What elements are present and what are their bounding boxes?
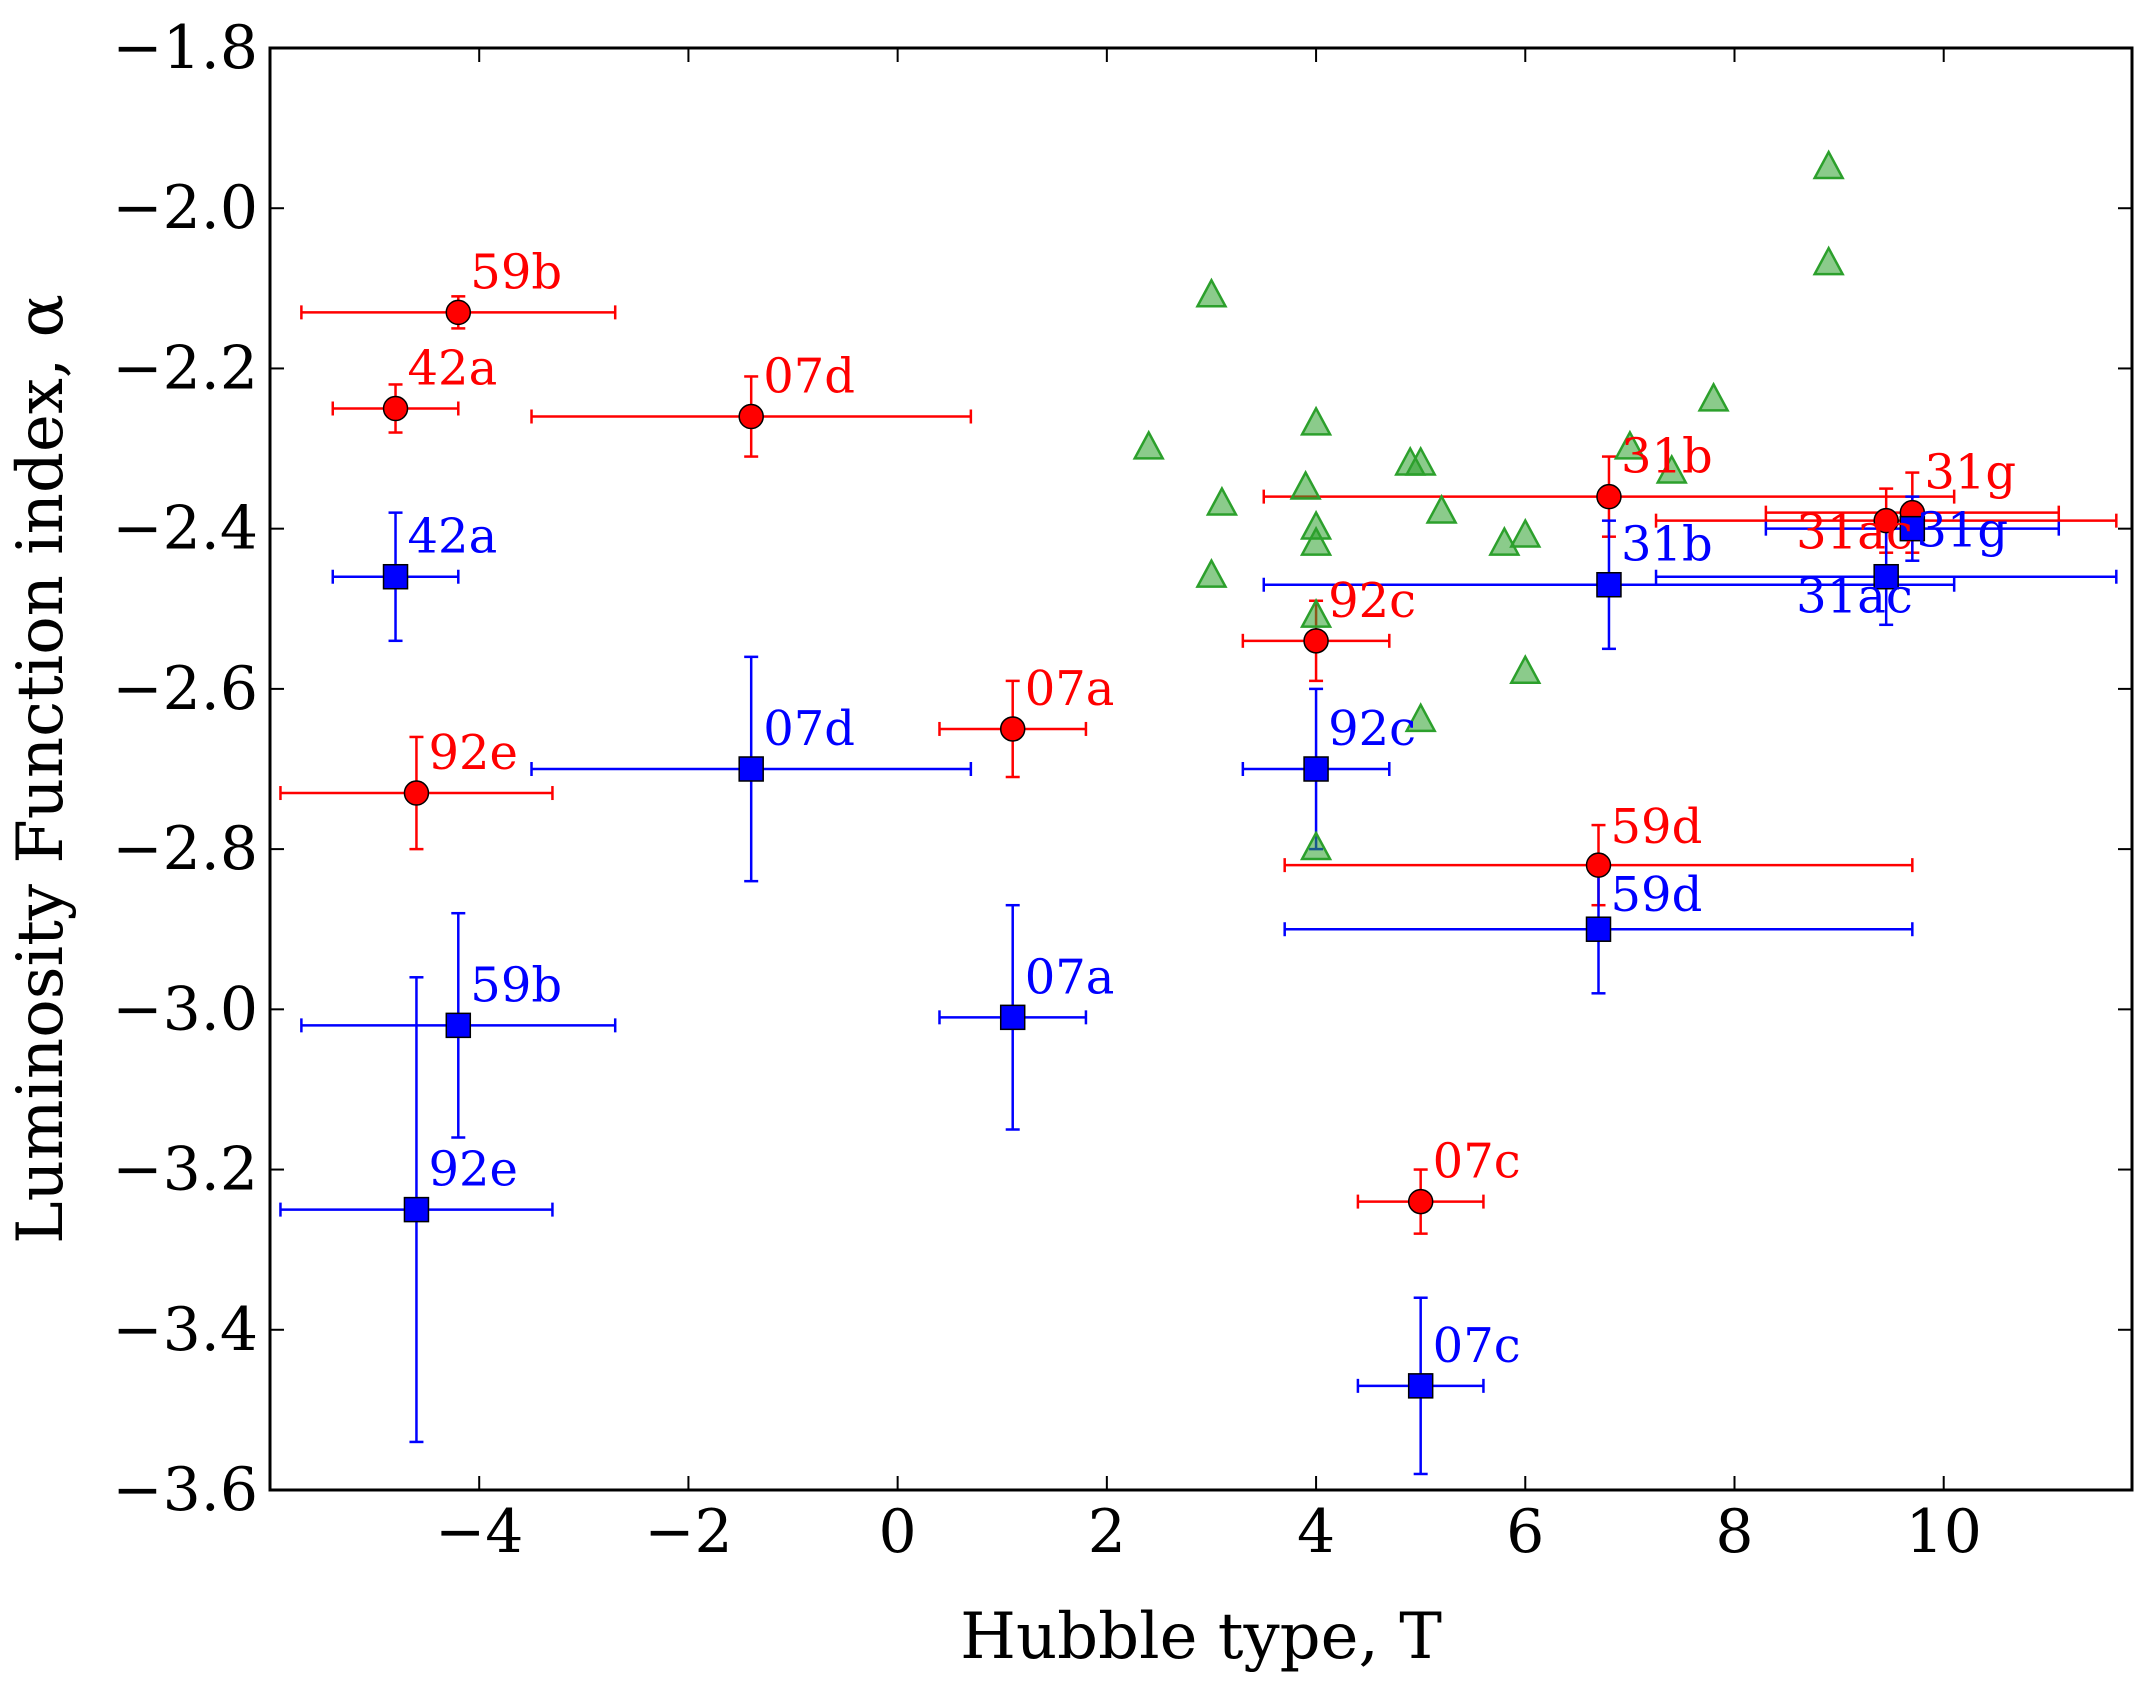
blue-square-point xyxy=(1303,756,1329,782)
blue-squares-label: 31ac xyxy=(1796,569,1913,625)
green-triangle-point xyxy=(1195,277,1228,308)
red-circles-label: 92c xyxy=(1328,573,1416,629)
blue-square-point xyxy=(1873,563,1899,590)
error-bars xyxy=(279,295,2118,1476)
y-tick-label: −1.8 xyxy=(112,13,258,83)
red-circles-label: 42a xyxy=(408,341,498,397)
y-tick-label: −2.4 xyxy=(112,494,258,564)
blue-square-point xyxy=(1899,515,1926,542)
green-triangle-point xyxy=(1488,525,1521,556)
blue-squares-label: 07d xyxy=(763,701,855,757)
red-circle-point xyxy=(1596,483,1622,510)
red-circles-label: 31b xyxy=(1621,429,1713,485)
axis-ticks: −4 −2 0 2 4 6 8 10 −1.8 −2.0 −2.2 −2.4 −2.6 −2.8 −3.0 −… xyxy=(112,13,2132,1567)
blue-squares-label: 31g xyxy=(1916,503,2008,559)
x-tick-label: 0 xyxy=(879,1497,917,1567)
green-triangle-point xyxy=(1812,149,1845,180)
x-tick-label: −2 xyxy=(644,1497,732,1567)
x-tick-label: 2 xyxy=(1088,1497,1126,1567)
red-circle-point xyxy=(999,716,1026,742)
y-tick-label: −2.6 xyxy=(112,654,258,724)
y-tick-label: −3.4 xyxy=(112,1295,258,1365)
plot-area-frame xyxy=(268,46,2134,1492)
blue-square-point xyxy=(1407,1373,1434,1399)
red-circle-point xyxy=(1303,628,1329,654)
blue-squares-label: 92c xyxy=(1328,701,1416,757)
red-circle-point xyxy=(1585,852,1612,878)
green-triangle-point xyxy=(1655,453,1688,484)
blue-square-point xyxy=(738,756,764,782)
green-triangle-point xyxy=(1299,830,1333,861)
blue-squares-label: 92e xyxy=(428,1142,517,1198)
x-axis-label: Hubble type, T xyxy=(960,1600,1442,1674)
green-triangle-point xyxy=(1299,525,1333,556)
blue-squares-label: 59d xyxy=(1611,867,1703,923)
green-triangle-point xyxy=(1697,381,1730,412)
data-markers xyxy=(382,149,1926,1399)
y-tick-label: −3.0 xyxy=(112,974,258,1044)
x-tick-label: 10 xyxy=(1906,1497,1982,1567)
green-triangle-point xyxy=(1509,517,1542,548)
blue-square-point xyxy=(445,1012,472,1039)
red-circles-label: 07a xyxy=(1025,661,1115,717)
red-circle-point xyxy=(1407,1188,1434,1215)
green-triangle-point xyxy=(1205,485,1239,516)
red-circle-point xyxy=(403,780,430,806)
x-tick-label: 8 xyxy=(1715,1497,1753,1567)
blue-squares-label: 42a xyxy=(408,509,498,565)
green-triangle-point xyxy=(1613,429,1646,460)
green-triangle-point xyxy=(1299,405,1333,436)
green-triangle-point xyxy=(1404,445,1437,476)
blue-square-point xyxy=(999,1004,1026,1031)
red-circles-label: 59b xyxy=(470,244,562,300)
blue-square-point xyxy=(1596,571,1622,598)
blue-squares-label: 59b xyxy=(470,957,562,1013)
y-axis-label: Luminosity Function index, α xyxy=(4,294,78,1244)
green-triangle-point xyxy=(1509,654,1542,684)
green-triangle-point xyxy=(1299,598,1333,628)
blue-squares-label: 07a xyxy=(1025,949,1115,1005)
red-circle-point xyxy=(738,403,764,430)
blue-square-point xyxy=(382,563,409,590)
red-circle-point xyxy=(382,395,409,422)
x-tick-label: 6 xyxy=(1506,1497,1544,1567)
green-triangle-point xyxy=(1132,429,1165,460)
blue-squares-label: 31b xyxy=(1621,517,1713,573)
blue-square-point xyxy=(1585,916,1612,942)
red-circles-label: 31g xyxy=(1924,445,2016,501)
blue-squares-label: 07c xyxy=(1433,1318,1521,1374)
red-circle-point xyxy=(1873,507,1899,534)
x-tick-label: 4 xyxy=(1297,1497,1335,1567)
green-triangle-point xyxy=(1812,245,1845,276)
red-circles-label: 59d xyxy=(1611,799,1703,855)
y-tick-label: −2.2 xyxy=(112,333,258,403)
green-triangle-point xyxy=(1289,469,1322,500)
y-tick-label: −3.6 xyxy=(112,1455,258,1525)
y-tick-label: −2.0 xyxy=(112,173,258,243)
red-circles-label: 07d xyxy=(763,349,855,405)
red-circles-label: 07c xyxy=(1433,1134,1521,1190)
red-circle-point xyxy=(445,299,472,326)
x-tick-label: −4 xyxy=(435,1497,523,1567)
red-circles-label: 92e xyxy=(428,725,517,781)
green-triangle-point xyxy=(1195,557,1228,588)
blue-square-point xyxy=(403,1196,430,1223)
green-triangle-point xyxy=(1425,493,1458,524)
red-circles-label: 31ac xyxy=(1796,505,1913,561)
green-triangle-point xyxy=(1404,702,1437,733)
y-tick-label: −2.8 xyxy=(112,814,258,884)
y-tick-label: −3.2 xyxy=(112,1135,258,1205)
